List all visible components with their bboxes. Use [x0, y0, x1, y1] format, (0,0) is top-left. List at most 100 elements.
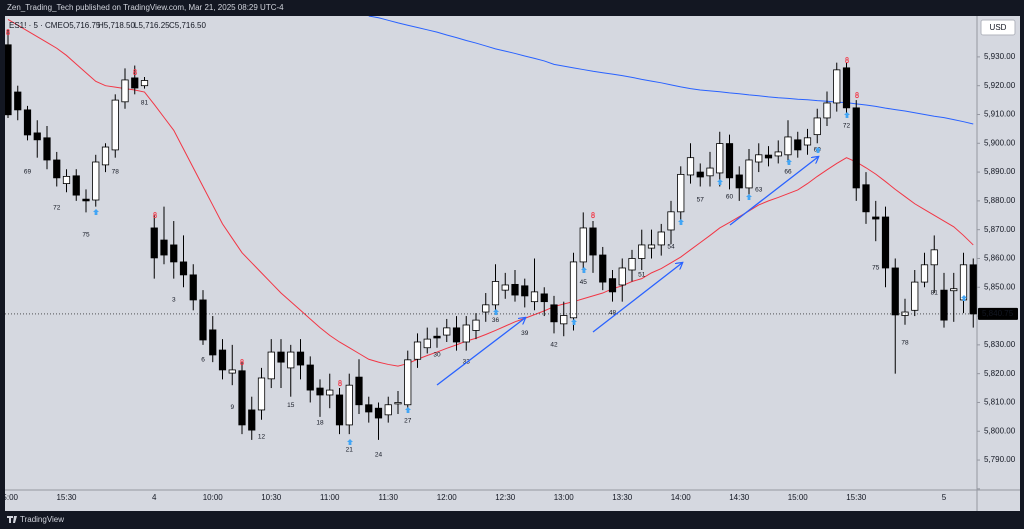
- x-tick-label: 5: [942, 493, 947, 502]
- candle-body: [969, 264, 977, 315]
- count-label: 3: [172, 297, 176, 304]
- candle-body: [140, 80, 149, 87]
- plot-area: 6972757881369121518212427303336394245485…: [5, 16, 977, 459]
- candle-body: [891, 267, 899, 316]
- y-tick-label: 5,880.00: [984, 196, 1016, 205]
- candle-body: [189, 274, 197, 301]
- candle-body: [589, 227, 597, 256]
- candle-body: [92, 161, 100, 201]
- candle-body: [43, 137, 51, 161]
- currency-box[interactable]: [980, 19, 1016, 36]
- trend-arrow: [436, 318, 525, 386]
- signal-arrow: [405, 407, 411, 413]
- candle-body: [326, 389, 334, 396]
- candle-body: [686, 157, 695, 176]
- signal-arrow: [493, 309, 499, 315]
- y-tick-label: 5,860.00: [984, 254, 1016, 263]
- signal-mark: [153, 214, 157, 219]
- candle-body: [813, 117, 821, 136]
- candle-body: [862, 184, 870, 213]
- candle-body: [745, 159, 753, 189]
- count-label: 48: [609, 310, 617, 317]
- signal-arrow: [581, 267, 587, 273]
- moving-average-line: [7, 19, 974, 367]
- y-tick-label: 5,810.00: [984, 398, 1016, 407]
- signal-arrow: [746, 194, 752, 200]
- candle-body: [14, 91, 22, 111]
- candle-body: [482, 304, 490, 313]
- count-label: 81: [141, 100, 149, 107]
- candle-body: [706, 167, 714, 177]
- candle-body: [647, 244, 656, 249]
- x-tick-label: 10:00: [203, 493, 224, 502]
- candle-body: [257, 377, 266, 411]
- candle-body: [569, 261, 578, 319]
- candle-body: [101, 146, 110, 166]
- candle-body: [764, 154, 773, 159]
- y-tick-label: 5,850.00: [984, 282, 1016, 291]
- candle-body: [248, 409, 256, 431]
- candle-body: [842, 67, 851, 109]
- candle-body: [335, 394, 344, 426]
- y-tick-label: 5,800.00: [984, 426, 1016, 435]
- signal-mark: [6, 31, 10, 36]
- y-tick-label: 5,900.00: [984, 138, 1016, 147]
- y-tick-label: 5,790.00: [984, 455, 1016, 464]
- trend-arrows: [436, 157, 818, 386]
- candle-body: [677, 173, 685, 213]
- header-text: Zen_Trading_Tech published on TradingVie…: [7, 3, 284, 12]
- y-tick-label: 5,890.00: [984, 167, 1016, 176]
- ohlc-low: L5,716.25: [134, 21, 170, 30]
- x-tick-label: 15:00: [0, 493, 19, 502]
- y-tick-label: 5,870.00: [984, 225, 1016, 234]
- candle-body: [628, 258, 636, 271]
- candle-body: [608, 278, 617, 293]
- candle-body: [930, 249, 938, 266]
- candle-body: [725, 143, 734, 179]
- candle-body: [940, 289, 948, 321]
- x-tick-label: 13:00: [554, 493, 575, 502]
- count-label: 12: [258, 434, 266, 441]
- candle-body: [306, 364, 314, 391]
- count-label: 15: [287, 402, 295, 409]
- candle-body: [316, 387, 324, 396]
- candle-body: [433, 335, 441, 339]
- signal-arrow: [815, 147, 821, 153]
- candle-body: [443, 327, 451, 336]
- signal-mark: [591, 214, 595, 219]
- candle-body: [33, 132, 41, 141]
- trend-arrow: [592, 263, 682, 333]
- time-axis: 15:00 15:30 4 10:00 10:30 11:00 11:30 12:00 12:3…: [0, 493, 947, 502]
- candle-body: [872, 216, 880, 220]
- count-label: 78: [901, 340, 909, 347]
- currency[interactable]: USD: [990, 23, 1007, 32]
- signal-arrow: [571, 319, 577, 325]
- candle-body: [803, 137, 812, 146]
- signal-mark: [133, 71, 137, 76]
- count-label: 57: [697, 197, 705, 204]
- count-label: 27: [404, 418, 412, 425]
- signal-mark: [240, 361, 244, 366]
- candle-body: [345, 384, 353, 426]
- candle-body: [228, 369, 236, 374]
- x-tick-label: 11:00: [320, 493, 340, 502]
- count-label: 39: [521, 330, 529, 337]
- count-label: 81: [931, 290, 939, 297]
- count-label: 45: [580, 279, 588, 286]
- candle-body: [413, 341, 422, 360]
- candle-body: [852, 107, 860, 189]
- candle-body: [920, 264, 929, 283]
- candle-body: [150, 227, 158, 259]
- candle-body: [638, 244, 646, 259]
- candle-body: [560, 315, 568, 325]
- candle-body: [5, 44, 12, 116]
- candle-body: [618, 267, 626, 286]
- candle-body: [833, 69, 841, 104]
- signal-arrow: [961, 295, 967, 301]
- y-tick-label: 5,930.00: [984, 52, 1016, 61]
- candle-body: [218, 349, 227, 371]
- x-tick-label: 14:30: [729, 493, 750, 502]
- signal-arrow: [678, 219, 684, 225]
- candle-body: [452, 327, 461, 343]
